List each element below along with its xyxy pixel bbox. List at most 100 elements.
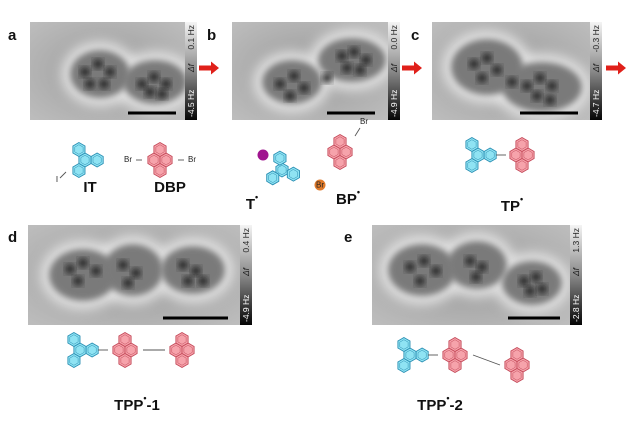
panel-letter: b — [207, 27, 216, 44]
ring — [510, 367, 524, 384]
ring-inner — [417, 349, 427, 361]
ring — [415, 347, 429, 363]
afm-spot — [99, 79, 109, 89]
afm-image — [380, 233, 570, 313]
ring-inner — [114, 344, 124, 356]
colorbar-top-label: -0.3 Hz — [591, 25, 601, 52]
afm-spot — [149, 72, 159, 82]
afm-image — [41, 236, 233, 309]
colorbar — [570, 225, 582, 325]
afm-spot — [465, 256, 475, 266]
ring — [465, 136, 479, 153]
afm-spot — [537, 284, 547, 294]
afm-image — [254, 30, 388, 112]
colorbar — [185, 22, 197, 120]
afm-spot — [118, 260, 128, 270]
ring — [483, 147, 497, 163]
afm-spot — [431, 266, 441, 276]
afm-spot — [361, 55, 371, 65]
colorbar-label: Δf — [389, 62, 399, 73]
afm-body — [447, 241, 507, 289]
ring — [333, 133, 347, 150]
ring — [90, 152, 104, 168]
ring — [153, 141, 167, 158]
ring-inner — [171, 344, 181, 356]
panel-letter: c — [411, 27, 419, 44]
ring-inner — [277, 164, 287, 176]
afm-body — [70, 50, 130, 98]
afm-spot — [477, 73, 487, 83]
colorbar-bottom-label: -2.8 Hz — [571, 295, 581, 322]
ring — [273, 150, 287, 166]
atom-label: Br — [360, 117, 368, 126]
ring — [67, 352, 81, 369]
ring-inner — [518, 359, 528, 371]
ring-inner — [467, 139, 477, 150]
molecule-label: IT — [83, 179, 96, 196]
ring-inner — [268, 172, 278, 183]
afm-spot — [157, 89, 167, 99]
label-suffix: -1 — [147, 397, 160, 414]
afm-spot — [161, 79, 171, 89]
molecule-label: BP• — [336, 187, 360, 208]
ring — [465, 157, 479, 174]
atom-label: Br — [316, 181, 324, 190]
colorbar-label: Δf — [186, 62, 196, 73]
afm-spot — [78, 258, 88, 268]
label-base: BP — [336, 191, 357, 208]
afm-panel: 0.4 Hz Δf -4.9 Hz — [28, 225, 252, 325]
ring-inner — [473, 149, 483, 161]
ring-inner — [155, 144, 165, 155]
bromine-atom — [314, 179, 326, 191]
ring — [515, 136, 529, 153]
atom-label: I — [56, 175, 58, 184]
bond — [472, 354, 501, 366]
afm-spot — [337, 51, 347, 61]
ring-inner — [523, 149, 533, 161]
molecule-label: TPP•-2 — [417, 393, 463, 414]
colorbar — [240, 225, 252, 325]
ring-inner — [149, 154, 159, 166]
radical-dot — [257, 149, 269, 161]
afm-panel: 1.3 Hz Δf -2.8 Hz — [372, 225, 582, 325]
afm-spot — [355, 65, 365, 75]
afm-body — [502, 261, 562, 305]
afm-spot — [531, 272, 541, 282]
colorbar-top-label: 0.0 Hz — [389, 25, 399, 50]
afm-spot — [469, 59, 479, 69]
label-base: IT — [83, 179, 96, 196]
label-base: T — [246, 196, 255, 213]
colorbar — [388, 22, 400, 120]
ring — [275, 162, 289, 178]
bond — [59, 171, 67, 179]
ring — [85, 342, 99, 358]
colorbar — [590, 22, 602, 120]
afm-spot — [131, 268, 141, 278]
atom-label: Br — [188, 155, 196, 164]
afm-spot — [545, 95, 555, 105]
ring — [266, 170, 280, 186]
afm-spot — [415, 276, 425, 286]
afm-spot — [93, 59, 103, 69]
afm-spot — [405, 262, 415, 272]
colorbar-label: Δf — [591, 62, 601, 73]
ring — [333, 154, 347, 171]
ring-inner — [155, 165, 165, 176]
ring-inner — [120, 355, 130, 366]
ring-inner — [75, 344, 85, 356]
ring — [397, 357, 411, 374]
afm-spot — [183, 276, 193, 286]
ring-inner — [450, 360, 460, 371]
afm-spot — [492, 65, 502, 75]
ring-inner — [450, 339, 460, 350]
arrow — [606, 61, 626, 75]
ring — [515, 157, 529, 174]
afm-spot — [349, 47, 359, 57]
ring-inner — [456, 349, 466, 361]
afm-spot — [289, 71, 299, 81]
ring-inner — [69, 355, 79, 366]
label-sup: • — [357, 187, 360, 197]
ring-inner — [467, 160, 477, 171]
afm-spot — [342, 63, 352, 73]
